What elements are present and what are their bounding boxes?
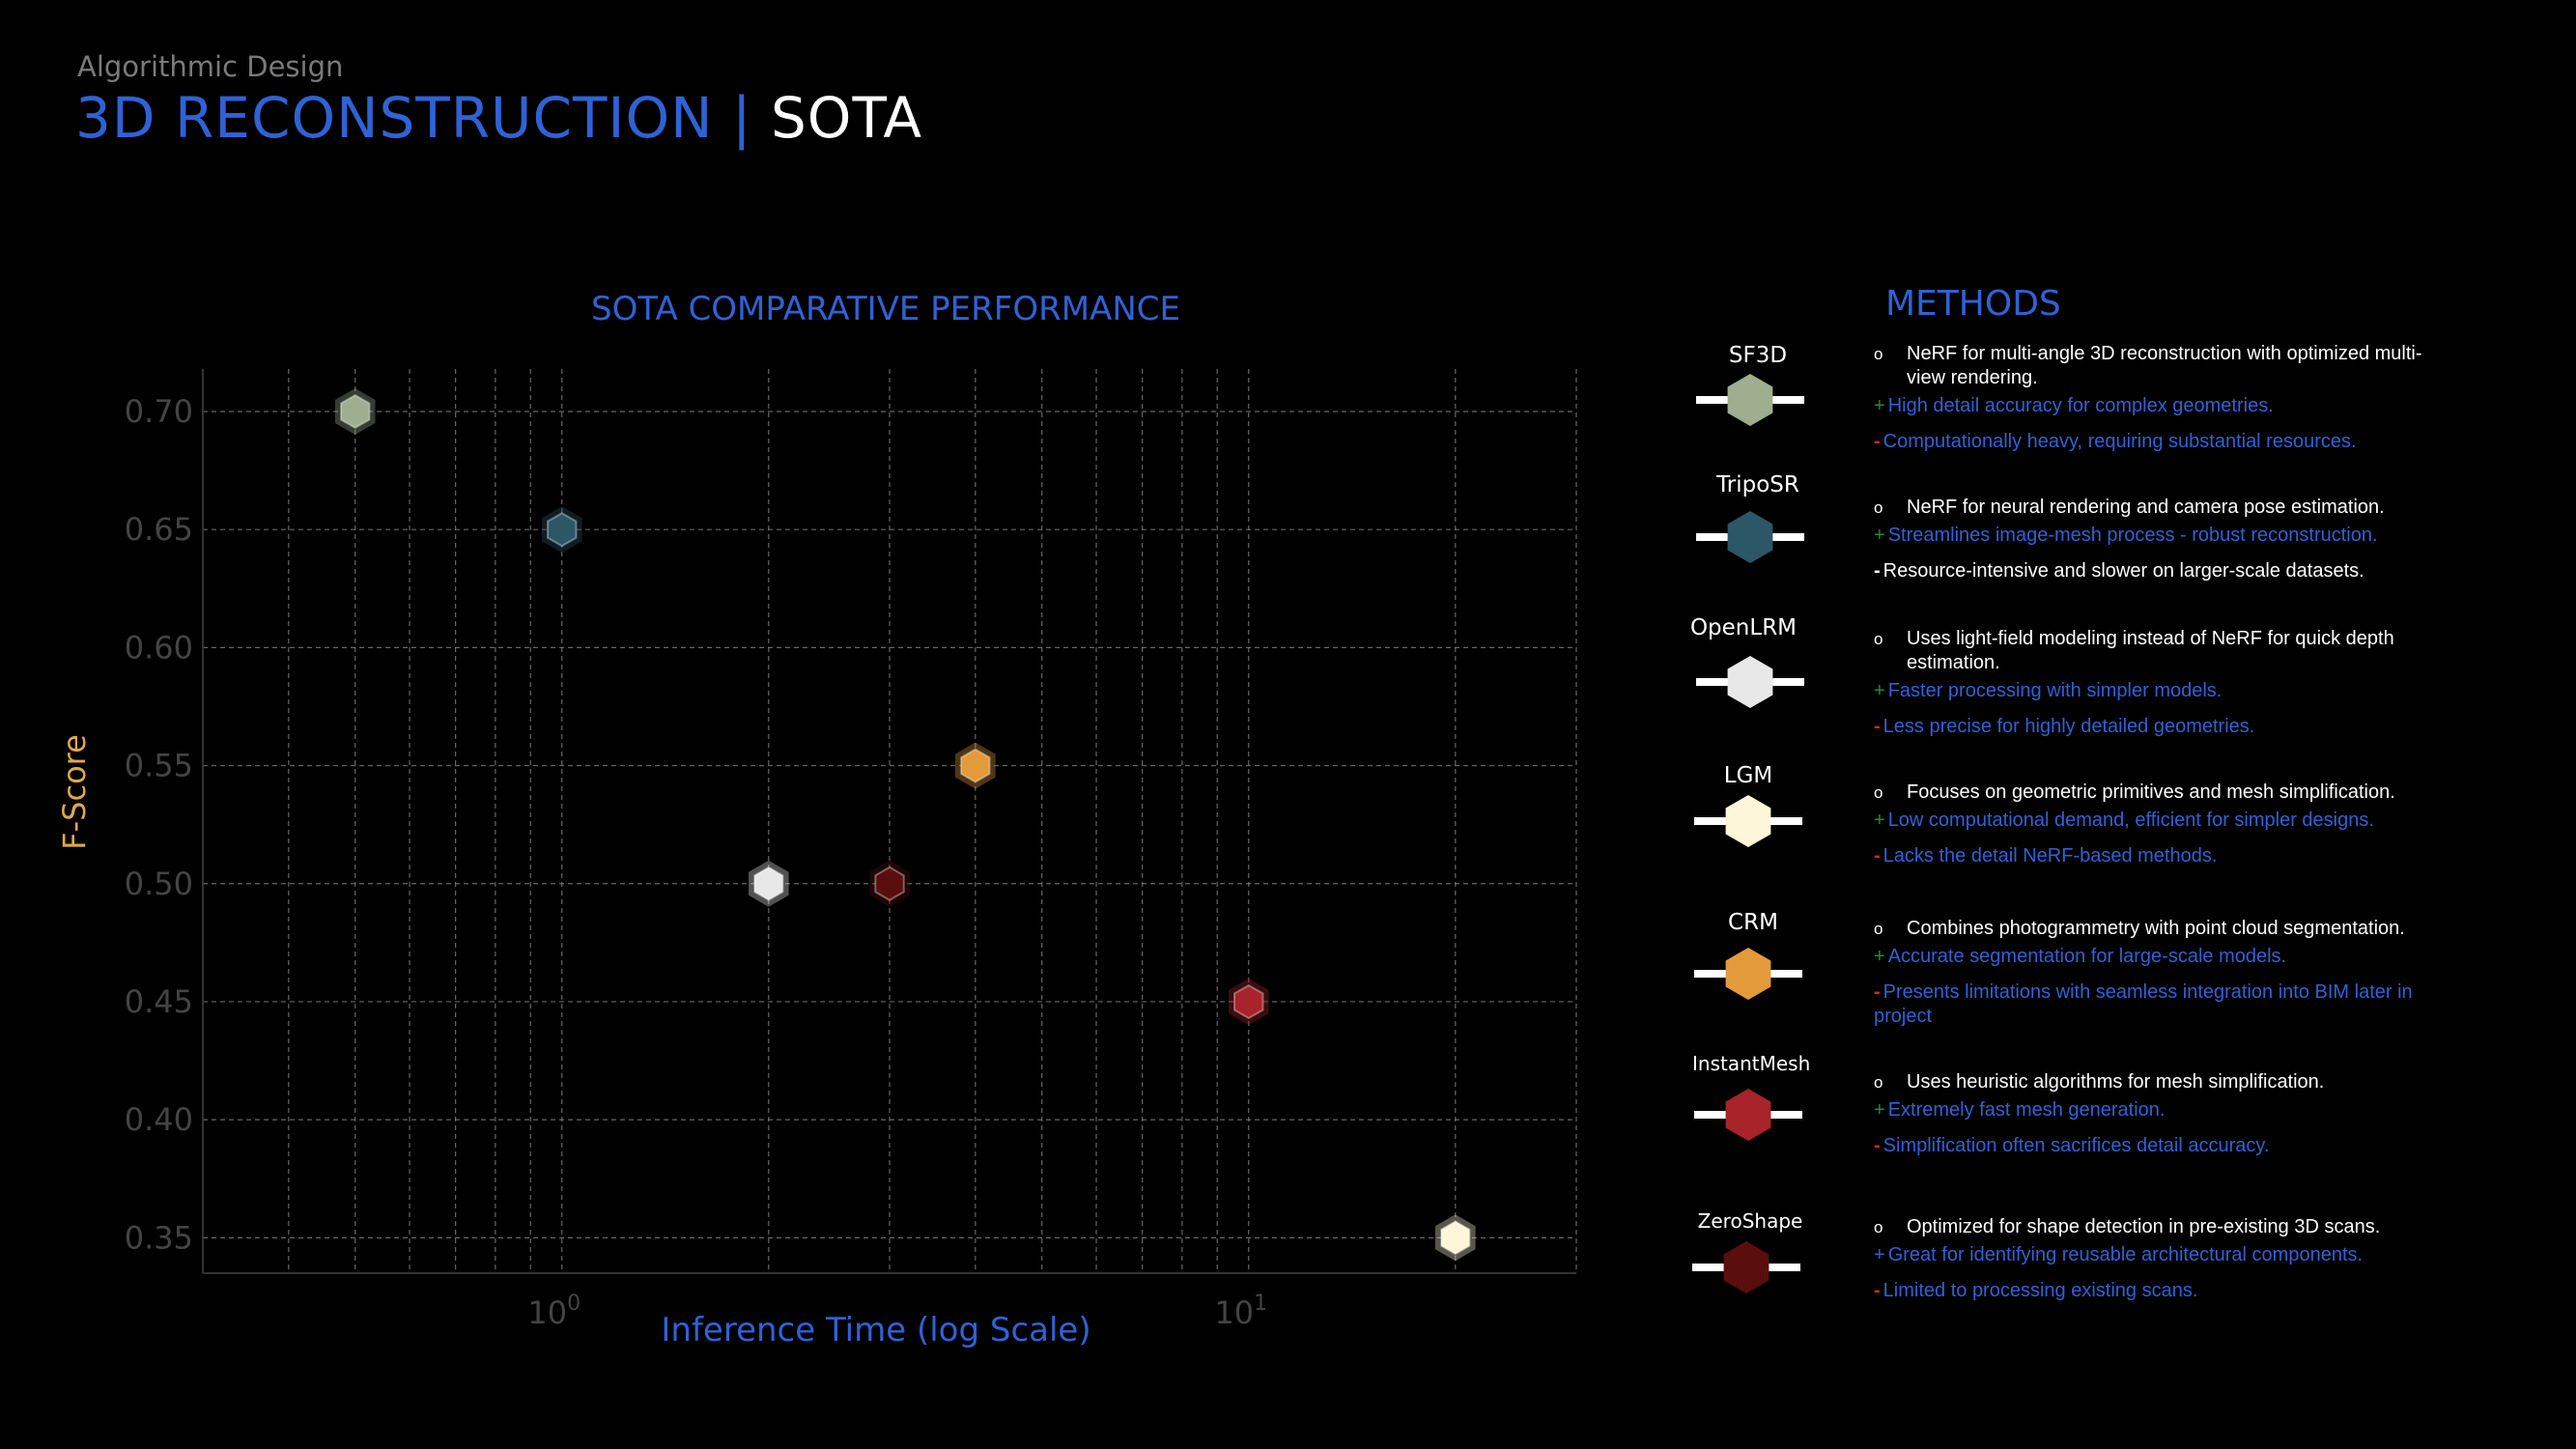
method-name-zeroshape: ZeroShape — [1697, 1209, 1803, 1233]
desc-text: Combines photogrammetry with point cloud… — [1874, 917, 2444, 941]
y-tick-label: 0.65 — [125, 511, 193, 548]
desc-text: Focuses on geometric primitives and mesh… — [1874, 781, 2444, 805]
y-axis-label: F-Score — [56, 734, 93, 850]
point-marker — [1440, 1220, 1471, 1256]
y-tick-label: 0.55 — [125, 748, 193, 784]
y-tick-label: 0.50 — [125, 866, 193, 902]
method-desc-sf3d: NeRF for multi-angle 3D reconstruction w… — [1874, 342, 2444, 454]
chart-title: SOTA COMPARATIVE PERFORMANCE — [591, 290, 1180, 328]
pro-line: + Low computational demand, efficient for… — [1874, 810, 2374, 831]
legend-hexagon — [1725, 1089, 1771, 1141]
x-tick-label: 100 — [527, 1292, 580, 1331]
method-desc-triposr: NeRF for neural rendering and camera pos… — [1874, 496, 2444, 583]
desc-text: Optimized for shape detection in pre-exi… — [1874, 1215, 2444, 1239]
lgm-legend-icon — [1694, 795, 1802, 847]
pro-line: + Accurate segmentation for large-scale m… — [1874, 946, 2287, 967]
x-tick-label: 101 — [1214, 1292, 1267, 1331]
pro-line: + Faster processing with simpler models. — [1874, 680, 2222, 701]
point-crm — [955, 742, 996, 789]
point-marker — [753, 866, 784, 901]
con-line: - Lacks the detail NeRF-based methods. — [1874, 845, 2218, 867]
desc-text: NeRF for multi-angle 3D reconstruction w… — [1874, 342, 2444, 390]
desc-text: NeRF for neural rendering and camera pos… — [1874, 496, 2444, 520]
pro-line: + Streamlines image-mesh process - robust… — [1874, 525, 2378, 546]
zeroshape-legend-icon — [1692, 1241, 1800, 1293]
slide-subtitle: Algorithmic Design — [77, 50, 344, 83]
legend-hexagon — [1725, 948, 1771, 1000]
method-desc-openlrm: Uses light-field modeling instead of NeR… — [1874, 627, 2444, 739]
axis-layer — [202, 369, 1576, 1274]
scatter-chart: 0.70 0.65 0.60 0.55 0.50 0.45 0.40 0.35 100 101 In… — [56, 369, 1577, 1350]
con-line: - Presents limitations with seamless inte… — [1874, 981, 2413, 1027]
point-zeroshape — [869, 860, 910, 907]
label-layer: 0.70 0.65 0.60 0.55 0.50 0.45 0.40 0.35 100 101 In… — [56, 393, 1267, 1350]
method-name-openlrm: OpenLRM — [1689, 615, 1798, 640]
con-line: - Simplification often sacrifices detail … — [1874, 1135, 2270, 1156]
point-marker — [960, 748, 991, 783]
point-lgm — [1435, 1214, 1476, 1262]
point-openlrm — [749, 860, 789, 907]
sf3d-legend-icon — [1696, 374, 1804, 426]
y-tick-label: 0.35 — [125, 1219, 193, 1256]
openlrm-legend-icon — [1696, 656, 1804, 708]
method-desc-zeroshape: Optimized for shape detection in pre-exi… — [1874, 1215, 2444, 1303]
point-marker — [874, 866, 905, 901]
pro-line: + Extremely fast mesh generation. — [1874, 1099, 2166, 1121]
con-line: - Resource-intensive and slower on larger… — [1874, 560, 2364, 582]
method-desc-lgm: Focuses on geometric primitives and mesh… — [1874, 781, 2444, 868]
crm-legend-icon — [1694, 948, 1802, 1000]
method-name-sf3d: SF3D — [1728, 343, 1788, 368]
point-marker — [547, 512, 578, 548]
legend-hexagon — [1723, 1241, 1769, 1293]
point-sf3d — [334, 388, 376, 435]
method-desc-instantmesh: Uses heuristic algorithms for mesh simpl… — [1874, 1070, 2444, 1158]
title-main: 3D RECONSTRUCTION — [75, 85, 714, 151]
slide-title: 3D RECONSTRUCTION | SOTA — [75, 85, 922, 151]
point-marker — [340, 393, 371, 430]
y-tick-label: 0.45 — [125, 983, 193, 1020]
method-name-lgm: LGM — [1723, 763, 1773, 788]
legend-hexagon — [1727, 656, 1773, 708]
point-layer — [334, 388, 1476, 1262]
x-axis-label: Inference Time (log Scale) — [661, 1311, 1090, 1350]
method-desc-crm: Combines photogrammetry with point cloud… — [1874, 917, 2444, 1029]
method-name-crm: CRM — [1728, 910, 1778, 935]
legend-hexagon — [1727, 374, 1773, 426]
triposr-legend-icon — [1696, 511, 1804, 563]
con-line: - Less precise for highly detailed geomet… — [1874, 716, 2255, 737]
method-name-triposr: TripoSR — [1716, 472, 1799, 497]
method-name-instantmesh: InstantMesh — [1692, 1052, 1811, 1075]
con-line: - Computationally heavy, requiring substa… — [1874, 431, 2357, 452]
con-line: - Limited to processing existing scans. — [1874, 1280, 2198, 1301]
pro-line: + High detail accuracy for complex geomet… — [1874, 395, 2274, 416]
point-triposr — [542, 506, 582, 554]
methods-title: METHODS — [1885, 284, 2061, 324]
point-instantmesh — [1229, 979, 1269, 1025]
instantmesh-legend-icon — [1694, 1089, 1802, 1141]
title-separator: | — [732, 85, 752, 151]
point-marker — [1233, 983, 1264, 1020]
desc-text: Uses heuristic algorithms for mesh simpl… — [1874, 1070, 2444, 1094]
y-tick-label: 0.60 — [125, 629, 193, 666]
y-tick-label: 0.40 — [125, 1101, 193, 1138]
grid-layer — [202, 369, 1577, 1273]
y-tick-label: 0.70 — [125, 393, 193, 430]
title-suffix: SOTA — [770, 85, 923, 151]
legend-hexagon — [1727, 511, 1773, 563]
desc-text: Uses light-field modeling instead of NeR… — [1874, 627, 2444, 675]
legend-hexagon — [1725, 795, 1771, 847]
pro-line: + Great for identifying reusable architec… — [1874, 1244, 2364, 1265]
